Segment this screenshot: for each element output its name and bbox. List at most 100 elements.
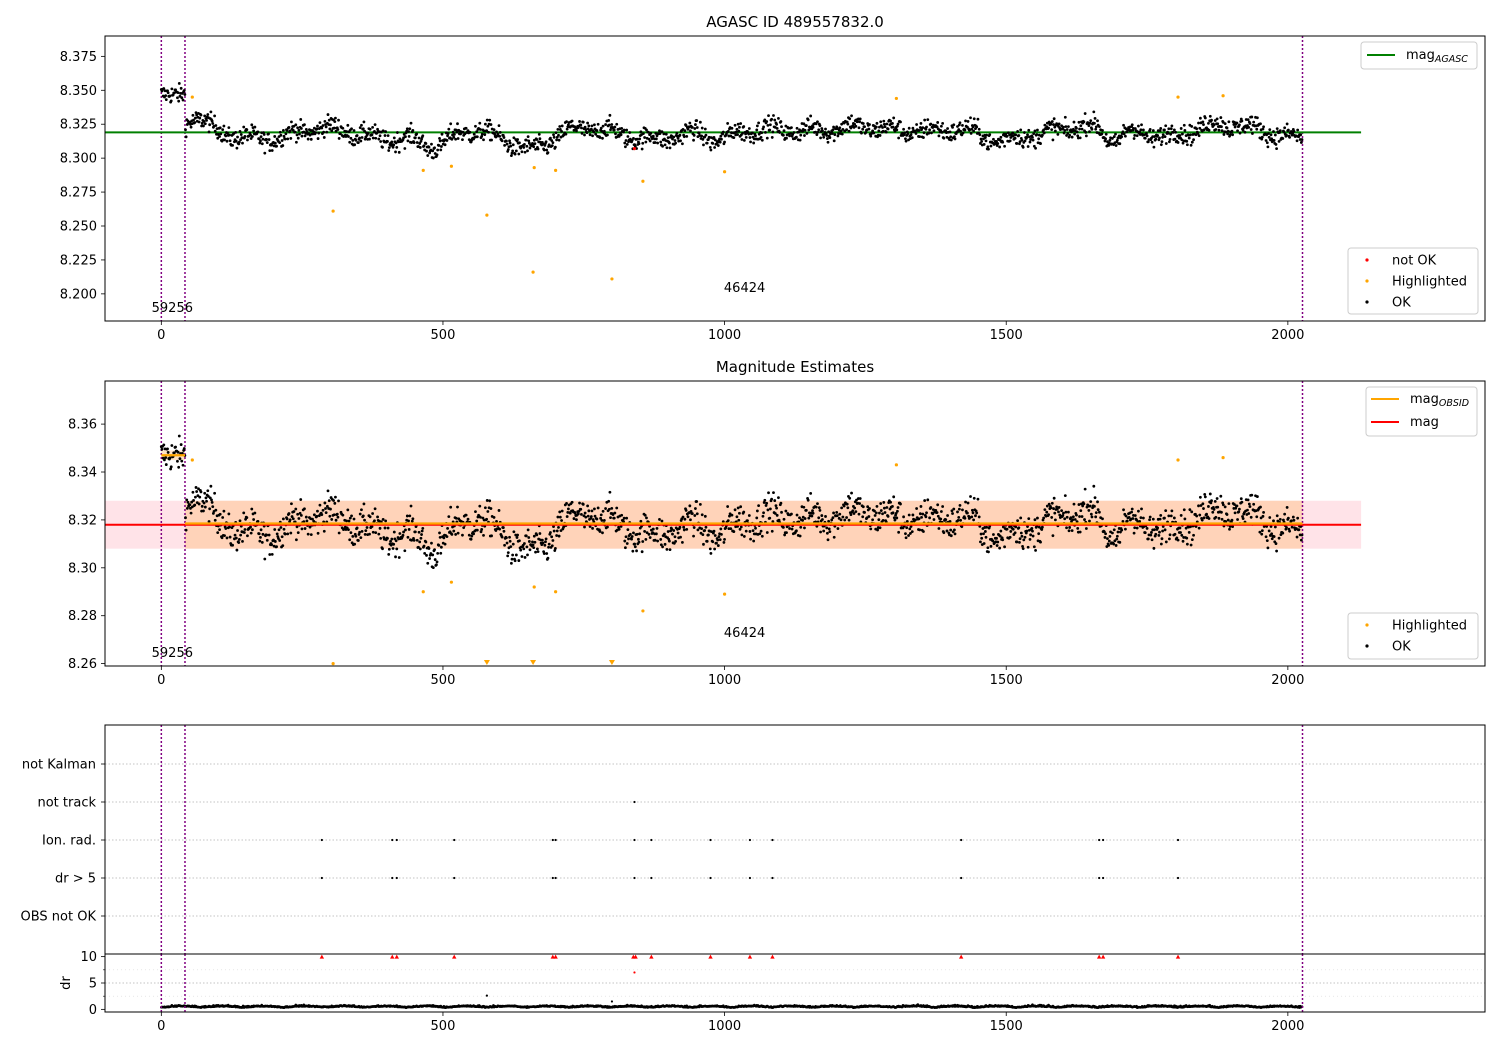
ok-point bbox=[961, 131, 965, 135]
epoch-label: 46424 bbox=[724, 281, 765, 296]
ok-point bbox=[419, 536, 423, 540]
ok-point bbox=[632, 531, 635, 535]
ok-point bbox=[1261, 514, 1265, 518]
ok-point bbox=[431, 156, 435, 160]
ok-point bbox=[692, 138, 695, 142]
ok-point bbox=[588, 525, 592, 528]
ok-point bbox=[1104, 137, 1107, 141]
ok-point bbox=[509, 154, 513, 158]
ok-point bbox=[1021, 145, 1025, 149]
ok-point bbox=[185, 506, 189, 510]
ok-point bbox=[1228, 525, 1232, 528]
ok-point bbox=[1084, 134, 1088, 138]
ok-point bbox=[949, 528, 953, 532]
ok-point bbox=[663, 143, 667, 147]
ok-point bbox=[454, 533, 458, 536]
ok-point bbox=[752, 539, 756, 543]
below-limit-marker bbox=[530, 660, 537, 665]
ok-point bbox=[524, 138, 528, 142]
ok-point bbox=[723, 537, 726, 541]
ok-point bbox=[801, 518, 805, 522]
ok-point bbox=[681, 540, 684, 544]
ok-point bbox=[911, 126, 915, 130]
ok-point bbox=[439, 551, 443, 555]
ok-point bbox=[656, 141, 660, 145]
ok-point bbox=[306, 532, 310, 536]
ok-point bbox=[1296, 128, 1300, 132]
ok-point bbox=[237, 541, 241, 544]
ok-point bbox=[1143, 136, 1147, 140]
ok-point bbox=[803, 526, 806, 530]
ok-point bbox=[643, 136, 647, 139]
ok-point bbox=[617, 134, 621, 138]
ok-point bbox=[395, 547, 399, 551]
ok-point bbox=[291, 517, 295, 521]
ok-point bbox=[806, 118, 810, 122]
ok-point bbox=[1246, 118, 1250, 122]
ok-point bbox=[180, 452, 184, 455]
ok-point bbox=[202, 120, 206, 123]
ok-point bbox=[520, 555, 524, 558]
ok-point bbox=[975, 125, 979, 129]
ok-point bbox=[838, 126, 842, 130]
ok-point bbox=[466, 517, 470, 521]
ok-point bbox=[914, 132, 918, 135]
ok-point bbox=[533, 540, 537, 544]
ok-point bbox=[298, 511, 302, 515]
ok-point bbox=[1267, 132, 1270, 135]
ok-point bbox=[1078, 530, 1082, 534]
ok-point bbox=[897, 136, 901, 140]
ok-point bbox=[766, 508, 770, 512]
ok-point bbox=[733, 123, 737, 127]
ok-point bbox=[169, 465, 173, 469]
ok-point bbox=[732, 530, 736, 533]
ok-point bbox=[309, 137, 313, 141]
ok-point bbox=[373, 123, 377, 127]
ok-point bbox=[755, 509, 759, 513]
ok-point bbox=[964, 500, 967, 504]
ok-point bbox=[827, 130, 831, 134]
chart-title-magnitude: Magnitude Estimates bbox=[716, 358, 874, 376]
ok-point bbox=[205, 119, 208, 122]
ok-point bbox=[235, 146, 239, 150]
ok-point bbox=[768, 128, 772, 132]
ok-point bbox=[485, 118, 489, 122]
ok-point bbox=[583, 525, 586, 529]
ok-point bbox=[1248, 505, 1252, 508]
ok-point bbox=[224, 134, 228, 138]
ok-point bbox=[701, 137, 705, 141]
ok-point bbox=[1003, 545, 1006, 549]
ok-point bbox=[280, 139, 284, 142]
ok-point bbox=[930, 131, 933, 135]
ok-point bbox=[809, 491, 813, 495]
ok-point bbox=[1090, 127, 1094, 131]
ok-point bbox=[831, 128, 835, 132]
ok-point bbox=[1183, 129, 1187, 132]
ok-point bbox=[256, 130, 260, 134]
ok-point bbox=[1027, 517, 1031, 520]
ok-point bbox=[531, 540, 534, 544]
ok-point bbox=[693, 514, 697, 517]
ok-point bbox=[1224, 520, 1228, 523]
ok-point bbox=[398, 532, 402, 535]
ok-point bbox=[390, 140, 394, 144]
ok-point bbox=[249, 525, 252, 529]
ok-point bbox=[438, 139, 442, 143]
ok-point bbox=[666, 530, 670, 533]
ok-point bbox=[678, 133, 682, 137]
ok-point bbox=[1104, 532, 1107, 536]
ok-point bbox=[170, 87, 174, 91]
ok-point bbox=[542, 552, 546, 555]
ok-point bbox=[1188, 508, 1192, 512]
ok-point bbox=[316, 124, 319, 128]
ok-point bbox=[667, 141, 671, 145]
ok-point bbox=[509, 144, 513, 148]
ok-point bbox=[381, 518, 385, 521]
ok-point bbox=[666, 136, 670, 139]
ok-point bbox=[948, 130, 952, 134]
ok-point bbox=[1034, 146, 1037, 150]
ok-point bbox=[164, 98, 168, 102]
ok-point bbox=[1163, 128, 1166, 132]
ok-point bbox=[436, 148, 440, 152]
ok-point bbox=[841, 127, 845, 131]
